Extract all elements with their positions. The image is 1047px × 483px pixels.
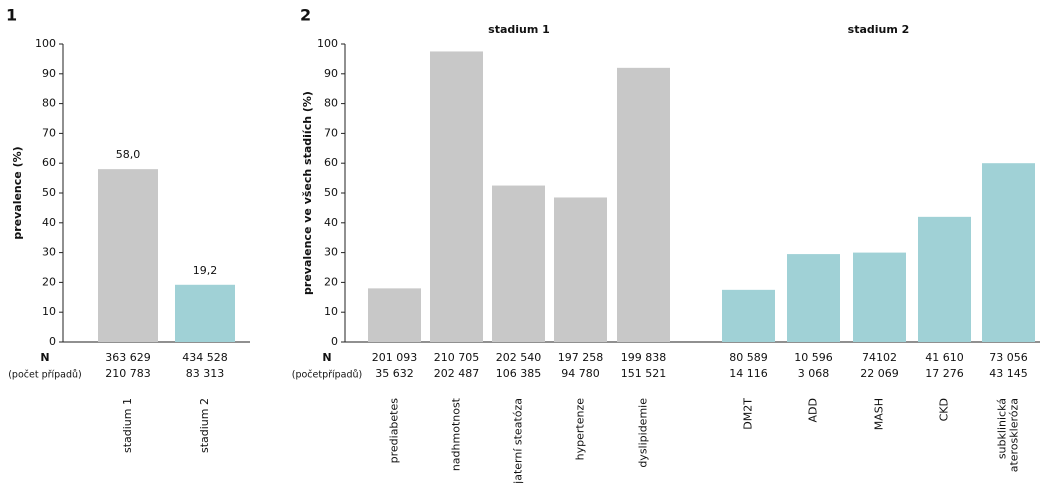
n-value: 83 313 [186, 367, 225, 380]
y-tick-label: 50 [324, 186, 338, 199]
y-tick-label: 0 [331, 335, 338, 348]
value-label: 19,2 [193, 264, 218, 277]
n-value: 41 610 [925, 351, 964, 364]
y-tick-label: 60 [324, 156, 338, 169]
y-tick-label: 40 [42, 216, 56, 229]
n-value: 35 632 [375, 367, 414, 380]
y-tick-label: 50 [42, 186, 56, 199]
n-value: 80 589 [729, 351, 768, 364]
n-value: 94 780 [561, 367, 600, 380]
y-tick-label: 10 [42, 305, 56, 318]
y-tick-label: 30 [324, 246, 338, 259]
y-tick-label: 60 [42, 156, 56, 169]
bar [492, 185, 545, 342]
x-tick-label: dyslipidemie [637, 398, 650, 468]
x-tick-label: prediabetes [388, 398, 401, 464]
bar [175, 284, 235, 342]
y-tick-label: 0 [49, 335, 56, 348]
x-tick-label: CKD [938, 398, 951, 421]
bar [982, 163, 1035, 342]
n-value: 73 056 [989, 351, 1028, 364]
bar [853, 252, 906, 342]
n-value: 199 838 [621, 351, 667, 364]
bar [98, 169, 158, 342]
panel-title: 1 [6, 6, 17, 25]
n-value: 197 258 [558, 351, 604, 364]
y-tick-label: 100 [35, 37, 56, 50]
n-value: 202 487 [434, 367, 480, 380]
n-value: 10 596 [794, 351, 833, 364]
bar [554, 197, 607, 342]
x-tick-label: stadium 2 [198, 398, 211, 453]
label-line: subklinická [996, 398, 1009, 459]
n-value: 202 540 [496, 351, 542, 364]
y-tick-label: 20 [324, 275, 338, 288]
y-tick-label: 100 [317, 37, 338, 50]
bar [430, 51, 483, 342]
n-value: 22 069 [860, 367, 899, 380]
n-value: 201 093 [372, 351, 418, 364]
panel-title: 2 [300, 6, 311, 25]
n-label: N [322, 351, 331, 364]
n-value: 363 629 [105, 351, 151, 364]
n-sublabel: (početpřípadů) [292, 370, 363, 381]
value-label: 58,0 [116, 148, 141, 161]
x-tick-label: nadhmotnost [450, 397, 463, 471]
n-sublabel: (počet případů) [8, 370, 82, 381]
n-value: 14 116 [729, 367, 768, 380]
bar [918, 216, 971, 342]
n-value: 3 068 [798, 367, 830, 380]
x-tick-label: hypertenze [574, 398, 587, 461]
y-axis-label: prevalence ve všech stadiích (%) [301, 91, 314, 295]
n-value: 210 705 [434, 351, 480, 364]
bar [722, 289, 775, 342]
label-line: ateroskleróza [1008, 398, 1021, 472]
bar [617, 67, 670, 342]
n-value: 151 521 [621, 367, 667, 380]
x-tick-label: stadium 1 [121, 398, 134, 453]
y-tick-label: 40 [324, 216, 338, 229]
group-label: stadium 2 [848, 23, 910, 36]
y-tick-label: 80 [324, 97, 338, 110]
y-tick-label: 70 [324, 126, 338, 139]
y-tick-label: 90 [42, 67, 56, 80]
n-value: 106 385 [496, 367, 542, 380]
n-value: 43 145 [989, 367, 1028, 380]
y-axis-label: prevalence (%) [11, 146, 24, 239]
y-tick-label: 10 [324, 305, 338, 318]
n-value: 210 783 [105, 367, 151, 380]
x-tick-label: jaterní steatóza [512, 398, 525, 483]
y-tick-label: 90 [324, 67, 338, 80]
n-value: 17 276 [925, 367, 964, 380]
bar [787, 254, 840, 342]
n-value: 434 528 [182, 351, 228, 364]
n-label: N [40, 351, 49, 364]
y-tick-label: 30 [42, 246, 56, 259]
y-tick-label: 80 [42, 97, 56, 110]
group-label: stadium 1 [488, 23, 550, 36]
x-tick-label: subklinickáateroskleróza [996, 398, 1021, 472]
n-value: 74102 [862, 351, 897, 364]
x-tick-label: DM2T [742, 398, 755, 430]
x-tick-label: MASH [873, 398, 886, 430]
y-tick-label: 20 [42, 275, 56, 288]
x-tick-label: ADD [807, 398, 820, 422]
bar [368, 288, 421, 342]
y-tick-label: 70 [42, 126, 56, 139]
